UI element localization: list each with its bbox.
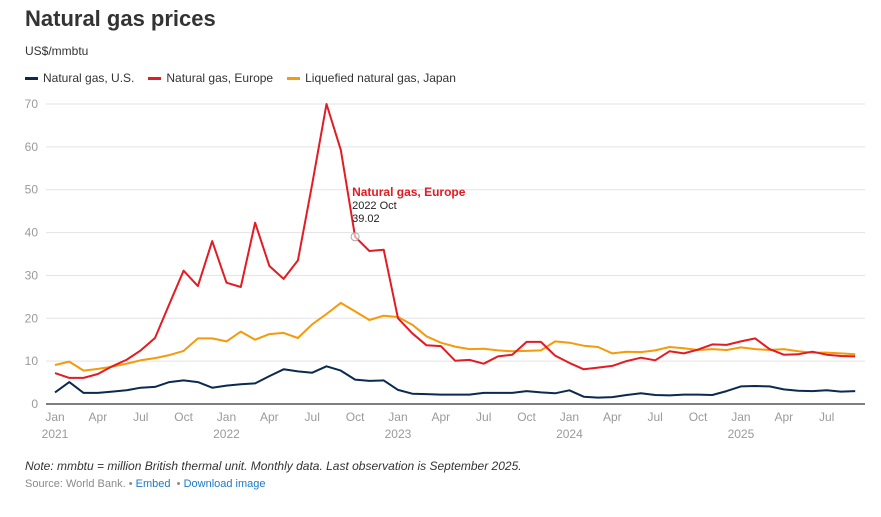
x-tick-label: Oct [346,410,365,424]
x-tick-label: Jul [819,410,834,424]
x-tick-label: Apr [603,410,622,424]
y-tick-label: 50 [25,183,39,197]
series-line-liquefied-natural-gas-japan [54,301,856,372]
legend-label-japan: Liquefied natural gas, Japan [305,71,456,85]
y-tick-label: 30 [25,268,39,282]
x-tick-label: Jan [560,410,579,424]
x-tick-label: Jul [476,410,491,424]
x-tick-label: Jul [305,410,320,424]
x-tick-year-label: 2021 [42,427,69,441]
y-tick-label: 40 [25,226,39,240]
x-tick-label: Jan [731,410,750,424]
x-tick-label: Oct [174,410,193,424]
x-tick-label: Jul [648,410,663,424]
x-tick-label: Jan [217,410,236,424]
x-tick-label: Apr [774,410,793,424]
legend-item-japan[interactable]: Liquefied natural gas, Japan [287,71,456,85]
tooltip-series: Natural gas, Europe [352,185,466,199]
tooltip-marker [350,232,360,242]
legend-item-us[interactable]: Natural gas, U.S. [25,71,134,85]
separator: • [128,478,133,490]
unit-label: US$/mmbtu [25,44,89,58]
x-tick-label: Apr [89,410,108,424]
x-tick-label: Apr [431,410,450,424]
series-line-natural-gas-u-s [54,365,856,399]
separator: • [176,478,181,490]
x-tick-label: Oct [517,410,536,424]
legend-item-europe[interactable]: Natural gas, Europe [148,71,273,85]
legend-label-us: Natural gas, U.S. [43,71,135,85]
x-tick-year-label: 2024 [556,427,583,441]
x-tick-label: Jan [45,410,64,424]
series-lines [54,103,856,399]
x-tick-label: Oct [689,410,708,424]
footnote: Note: mmbtu = million British thermal un… [25,459,522,473]
tooltip: Natural gas, Europe 2022 Oct 39.02 [350,185,466,242]
x-tick-label: Apr [260,410,279,424]
y-tick-label: 10 [25,354,39,368]
tooltip-period: 2022 Oct [352,200,397,212]
legend-label-europe: Natural gas, Europe [166,71,274,85]
tooltip-value: 39.02 [352,213,380,225]
y-tick-label: 60 [25,140,39,154]
legend: Natural gas, U.S. Natural gas, Europe Li… [25,71,456,85]
source-text: Source: World Bank. [25,478,126,490]
x-tick-year-label: 2022 [213,427,240,441]
x-tick-label: Jul [133,410,148,424]
x-tick-year-label: 2023 [385,427,412,441]
y-tick-label: 0 [31,397,38,411]
x-tick-year-label: 2025 [728,427,755,441]
source-line: Source: World Bank. • Embed • Download i… [25,478,266,490]
y-tick-label: 70 [25,97,39,111]
series-line-natural-gas-europe [54,103,856,379]
legend-swatch-europe [148,76,162,80]
chart-title: Natural gas prices [25,6,216,31]
gridlines [46,103,865,362]
x-tick-label: Jan [388,410,407,424]
download-image-link[interactable]: Download image [183,478,266,490]
legend-swatch-japan [287,76,301,80]
embed-link[interactable]: Embed [135,478,171,490]
y-tick-label: 20 [25,311,39,325]
x-axis-ticks: Jan 2021 Apr Jul Oct Jan 2022 Apr Jul Oct Jan 2023 A… [42,410,835,441]
y-axis-ticks: 0 10 20 30 40 50 60 70 [25,97,39,411]
legend-swatch-us [25,76,38,80]
